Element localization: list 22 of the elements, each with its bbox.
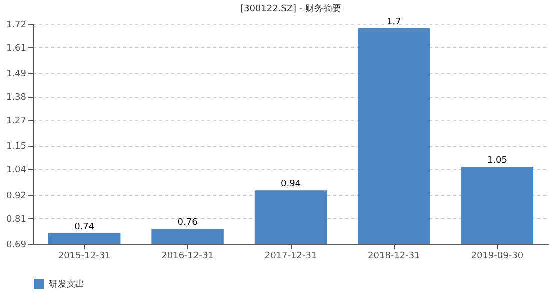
y-tick-label: 0.81 [6, 214, 26, 225]
y-tick-label: 1.27 [6, 116, 26, 127]
x-tick-label: 2019-09-30 [471, 252, 524, 262]
x-tick-label: 2016-12-31 [162, 252, 214, 262]
data-label: 0.94 [280, 180, 302, 190]
x-tick-label: 2017-12-31 [264, 252, 318, 262]
data-label: 1.7 [387, 17, 402, 28]
x-tick-label: 2015-12-31 [58, 252, 111, 262]
x-tick-label: 2018-12-31 [368, 252, 420, 262]
y-tick-label: 1.04 [6, 166, 27, 176]
y-tick-label: 0.92 [6, 191, 26, 202]
y-tick-label: 1.61 [6, 44, 26, 54]
y-tick-label: 1.15 [6, 142, 26, 152]
data-label: 0.74 [74, 222, 95, 232]
chart-title: [300122.SZ] - 财务摘要 [240, 3, 342, 14]
y-tick-label: 1.72 [6, 20, 26, 30]
y-tick-label: 1.49 [6, 70, 27, 80]
y-tick-label: 0.69 [6, 240, 27, 250]
y-tick-label: 1.38 [6, 93, 27, 104]
data-label: 1.05 [487, 156, 508, 166]
legend-label: 研发支出 [49, 279, 85, 290]
data-label: 0.76 [178, 218, 198, 228]
